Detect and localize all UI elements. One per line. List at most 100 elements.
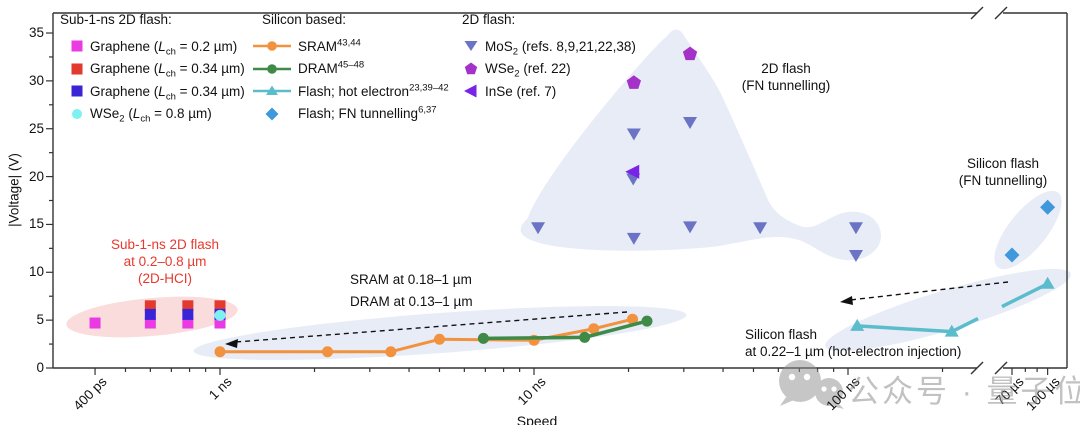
legend-group-title: Sub-1-ns 2D flash:	[60, 12, 172, 27]
legend-item-label: Flash; FN tunnelling6,37	[298, 104, 437, 121]
axis-break-marks	[970, 6, 1008, 375]
annotation-line: at 0.2–0.8 µm	[123, 254, 207, 269]
legend-group-title: Silicon based:	[262, 12, 347, 27]
annotation-line: at 0.22–1 µm (hot-electron injection)	[745, 344, 962, 359]
annotation-sub-1ns-flash: Sub-1-ns 2D flash at 0.2–0.8 µm (2D-HCI)	[111, 236, 219, 287]
legend-marker	[70, 62, 83, 76]
y-tick-label: 20	[28, 168, 44, 184]
line-circle-legend-icon	[253, 41, 291, 51]
legend-item: Flash; FN tunnelling6,37	[253, 104, 437, 122]
legend-item-label: WSe2 (Lch = 0.8 µm)	[90, 106, 212, 125]
flash-hot-electron-line	[950, 316, 979, 334]
dram-point	[579, 331, 591, 343]
graphene-0.2um-point	[89, 317, 101, 329]
legend-marker	[464, 84, 478, 98]
flash-fn-tunnelling-point	[1040, 199, 1056, 215]
graphene-0.2um-point	[214, 317, 226, 329]
graphene-0.34um-red-point	[144, 300, 156, 312]
sram-line	[390, 337, 440, 354]
y-tick-label: 25	[28, 120, 44, 136]
cluster-blobs	[66, 29, 1071, 360]
x-axis-label: Speed	[516, 413, 558, 425]
blob-sram-dram	[193, 306, 687, 360]
watermark-text: 公众号 · 量子位	[848, 374, 1080, 409]
annotation-line: Silicon flash	[966, 156, 1040, 171]
graphene-0.34um-red-point	[182, 300, 194, 312]
legend-item-label: Graphene (Lch = 0.34 µm)	[90, 61, 245, 80]
watermark-logo	[779, 360, 844, 409]
mos2-point	[848, 250, 863, 263]
dram-point	[477, 332, 489, 344]
blob-2d-flash	[520, 29, 881, 261]
legend-item: Graphene (Lch = 0.34 µm)	[70, 61, 245, 80]
y-tick-label: 15	[28, 216, 44, 232]
legend-item-label: WSe2 (ref. 22)	[485, 61, 571, 80]
mos2-point	[531, 222, 546, 235]
dram-line	[584, 319, 648, 340]
annotation-line: Silicon flash	[745, 327, 818, 342]
square-legend-icon	[71, 40, 83, 52]
trend-arrows	[225, 281, 1009, 348]
square-legend-icon	[71, 85, 83, 97]
legend-item: DRAM45–48	[253, 59, 365, 77]
flash-hot-electron-line	[1001, 282, 1049, 309]
sram-point	[433, 333, 445, 345]
legend-item-label: InSe (ref. 7)	[485, 83, 557, 99]
line-triangle-legend-icon	[253, 85, 291, 95]
legend-item-label: Flash; hot electron23,39–42	[298, 82, 449, 99]
legend-marker	[70, 39, 83, 53]
legend-item: WSe2 (ref. 22)	[464, 61, 571, 80]
annotation-sram-dram: SRAM at 0.18–1 µm DRAM at 0.13–1 µm	[350, 269, 473, 313]
y-tick-label: 35	[28, 25, 44, 40]
data-series	[89, 46, 1056, 358]
flash-hot-electron-line	[857, 324, 952, 334]
sram-point	[214, 346, 226, 358]
legend-item-label: Graphene (Lch = 0.2 µm)	[90, 38, 238, 58]
tri-down-legend-icon	[464, 41, 478, 51]
y-tick-label: 30	[28, 72, 44, 88]
line-circle-legend-icon	[253, 63, 291, 74]
wse2-pentagon-point	[626, 75, 642, 89]
legend-item: SRAM43,44	[253, 38, 361, 54]
plot-frame	[52, 6, 1068, 375]
legend-item: Flash; hot electron23,39–42	[253, 83, 449, 99]
flash-fn-tunnelling-point	[1004, 247, 1020, 263]
legend-marker	[464, 39, 478, 53]
graphene-0.34um-red-point	[214, 300, 226, 312]
legend-item: InSe (ref. 7)	[464, 83, 556, 99]
graphene-0.2um-point	[144, 317, 156, 329]
graphene-0.34um-blue-point	[144, 308, 156, 320]
tri-left-legend-icon	[464, 84, 477, 98]
dram-point	[641, 315, 653, 327]
flash-hot-electron-point	[1040, 276, 1055, 289]
mos2-point	[753, 222, 768, 235]
legend-item-label: MoS2 (refs. 8,9,21,22,38)	[485, 38, 636, 58]
inse-point	[625, 164, 640, 179]
legend-marker	[253, 84, 291, 98]
flash-hot-electron-point	[850, 318, 865, 331]
legend-group-title: 2D flash:	[462, 12, 516, 27]
annotation-silicon-flash-he: Silicon flash at 0.22–1 µm (hot-electron …	[745, 326, 961, 360]
y-tick-label: 5	[36, 312, 44, 328]
circle-legend-icon	[72, 108, 82, 119]
y-tick-label: 0	[36, 360, 44, 375]
sram-line	[593, 317, 633, 331]
annotation-line: 2D flash	[761, 61, 811, 76]
legend-item-label: DRAM45–48	[298, 59, 365, 76]
legend-item: WSe2 (Lch = 0.8 µm)	[70, 106, 212, 125]
annotation-line: (FN tunnelling)	[741, 78, 831, 93]
y-tick-label: 10	[28, 264, 44, 280]
mos2-point	[848, 222, 863, 235]
wse2-pentagon-point	[682, 46, 698, 61]
legend-marker	[253, 107, 291, 121]
sram-point	[588, 323, 600, 335]
wse2-0.8um-point	[214, 309, 226, 321]
mos2-point	[683, 221, 698, 234]
annotation-line: (FN tunnelling)	[958, 173, 1048, 188]
legend-item-label: SRAM43,44	[298, 37, 361, 54]
flash-hot-electron-point	[944, 324, 959, 337]
legend-marker	[253, 39, 291, 53]
graphene-0.2um-point	[182, 317, 194, 329]
